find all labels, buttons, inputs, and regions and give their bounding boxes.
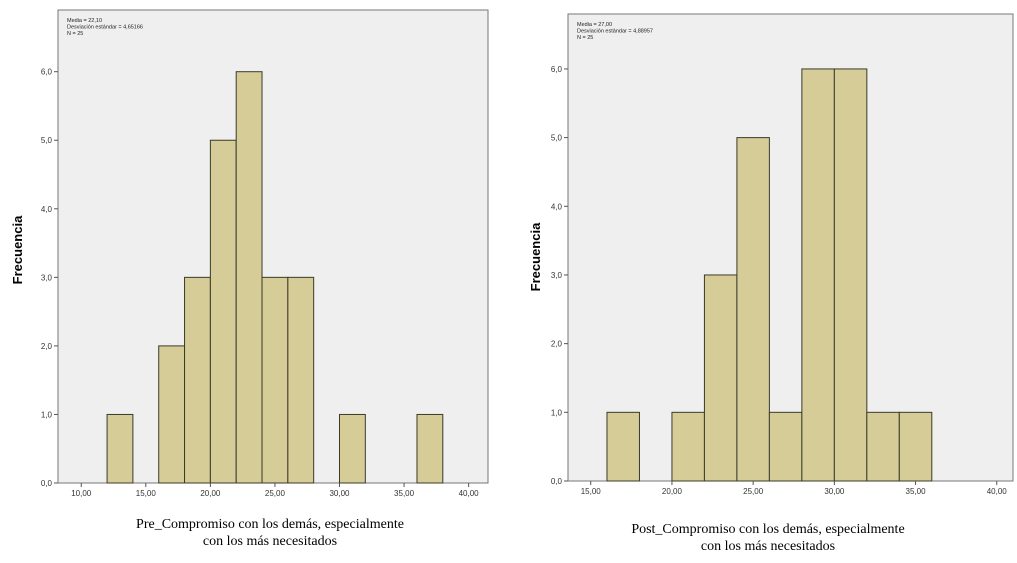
pre-histogram-bar: [339, 413, 366, 484]
pre-y-tick-label: 2,0: [41, 342, 53, 351]
post-x-label-line-2: con los más necesitados: [700, 539, 836, 554]
post-y-tick-label: 2,0: [551, 340, 563, 349]
post-y-axis-label: Frecuencia: [528, 222, 543, 291]
post-x-tick-label: 20,00: [662, 487, 683, 496]
pre-y-tick-label: 3,0: [41, 273, 53, 282]
post-stats-line: N = 25: [577, 35, 593, 41]
post-x-tick-label: 40,00: [987, 487, 1008, 496]
post-histogram-bar: [866, 411, 900, 482]
pre-histogram-chart: 0,0 1,0 2,0 3,0 4,0 5,0 6,0 10,00 15,00 20,00 25,0…: [10, 9, 489, 498]
pre-x-label-line-1: Pre_Compromiso con los demás, especialme…: [136, 517, 404, 532]
post-x-tick-label: 25,00: [743, 487, 764, 496]
pre-y-tick-label: 4,0: [41, 205, 53, 214]
post-x-tick-label: 30,00: [824, 487, 845, 496]
post-y-tick-label: 1,0: [551, 408, 563, 417]
post-histogram-bar: [898, 411, 933, 482]
post-y-tick-label: 6,0: [551, 65, 563, 74]
pre-histogram-bar: [416, 413, 444, 484]
pre-x-tick-label: 25,00: [265, 489, 286, 498]
post-y-tick-label: 4,0: [551, 202, 563, 211]
pre-x-tick-label: 40,00: [459, 489, 480, 498]
pre-stats-line: N = 25: [67, 31, 83, 37]
pre-stats-line: Desviación estándar = 4,65166: [67, 25, 143, 31]
post-histogram-panel: 0,0 1,0 2,0 3,0 4,0 5,0 6,0 15,00 20,00 25,00 30,0…: [508, 0, 1017, 563]
pre-histogram-bar: [235, 71, 263, 484]
pre-x-label-line-2: con los más necesitados: [202, 534, 338, 549]
pre-histogram-panel: 0,0 1,0 2,0 3,0 4,0 5,0 6,0 10,00 15,00 20,00 25,0…: [0, 0, 500, 563]
pre-x-tick-label: 10,00: [71, 489, 92, 498]
pre-histogram-bar: [158, 345, 186, 484]
post-histogram-bar: [606, 411, 640, 482]
post-histogram-bar: [671, 411, 705, 482]
pre-x-tick-label: 30,00: [329, 489, 350, 498]
post-y-tick-label: 3,0: [551, 271, 563, 280]
pre-y-tick-label: 0,0: [41, 479, 53, 488]
pre-y-tick-label: 1,0: [41, 410, 53, 419]
post-histogram-bar: [703, 274, 738, 482]
post-plot-area: [567, 13, 1014, 482]
post-y-tick-label: 0,0: [551, 477, 563, 486]
post-histogram-bar: [801, 68, 835, 482]
pre-stats-line: Media = 22,10: [67, 18, 102, 24]
pre-y-tick-label: 5,0: [41, 136, 53, 145]
pre-histogram-x-label: Pre_Compromiso con los demás, especialme…: [40, 516, 500, 550]
pre-histogram-bar: [261, 276, 289, 484]
post-y-tick-label: 5,0: [551, 134, 563, 143]
post-stats-line: Media = 27,00: [577, 22, 612, 28]
pre-histogram-bar: [184, 276, 211, 484]
post-x-tick-label: 35,00: [906, 487, 927, 496]
post-histogram-chart: 0,0 1,0 2,0 3,0 4,0 5,0 6,0 15,00 20,00 25,00 30,0…: [528, 13, 1014, 496]
post-x-tick-label: 15,00: [581, 487, 602, 496]
pre-x-tick-label: 20,00: [200, 489, 221, 498]
post-histogram-bar: [736, 137, 770, 482]
pre-x-tick-label: 35,00: [394, 489, 415, 498]
pre-histogram-bar: [106, 413, 134, 484]
pre-x-tick-label: 15,00: [136, 489, 157, 498]
post-x-label-line-1: Post_Compromiso con los demás, especialm…: [631, 522, 905, 537]
pre-y-tick-label: 6,0: [41, 68, 53, 77]
pre-histogram-bar: [287, 276, 315, 484]
post-histogram-bar: [833, 68, 868, 482]
post-histogram-bar: [768, 411, 803, 482]
pre-y-axis-label: Frecuencia: [10, 215, 25, 284]
post-stats-line: Desviación estándar = 4,88957: [577, 29, 653, 35]
pre-histogram-bar: [209, 139, 237, 484]
post-histogram-x-label: Post_Compromiso con los demás, especialm…: [548, 521, 988, 555]
